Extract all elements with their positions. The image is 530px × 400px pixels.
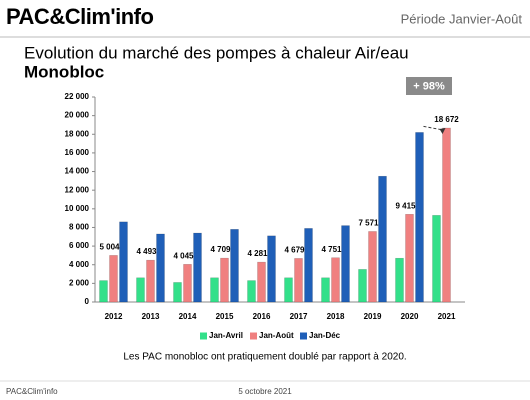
bar bbox=[341, 225, 350, 303]
x-tick-label: 2019 bbox=[364, 312, 382, 321]
bar bbox=[146, 259, 155, 303]
value-label: 4 751 bbox=[321, 245, 342, 254]
legend-swatch bbox=[250, 332, 257, 340]
bar bbox=[220, 257, 229, 303]
period: Période Janvier-Août bbox=[401, 11, 523, 26]
legend-swatch bbox=[300, 332, 307, 340]
y-tick-label: 8 000 bbox=[69, 223, 90, 232]
value-label: 4 709 bbox=[210, 245, 231, 254]
y-tick-label: 10 000 bbox=[65, 204, 90, 213]
y-tick-label: 22 000 bbox=[65, 92, 90, 101]
value-label: 4 493 bbox=[136, 247, 157, 256]
bar bbox=[395, 257, 404, 303]
bar bbox=[368, 231, 377, 303]
legend-label: Jan-Août bbox=[259, 331, 294, 340]
y-tick-label: 6 000 bbox=[69, 241, 90, 250]
bar bbox=[294, 258, 303, 303]
annotation-box bbox=[406, 77, 452, 95]
value-label: 9 415 bbox=[395, 201, 416, 210]
bar bbox=[247, 280, 256, 303]
y-tick-label: 18 000 bbox=[65, 129, 90, 138]
bar bbox=[156, 233, 165, 303]
x-tick-label: 2020 bbox=[401, 312, 419, 321]
y-tick-label: 12 000 bbox=[65, 185, 90, 194]
chart-subtitle: Monobloc bbox=[24, 62, 104, 81]
footer-left: PAC&Clim'info bbox=[6, 387, 58, 396]
legend-label: Jan-Déc bbox=[309, 331, 341, 340]
bar bbox=[257, 261, 266, 303]
value-label: 18 672 bbox=[434, 115, 459, 124]
legend-label: Jan-Avril bbox=[209, 331, 243, 340]
chart-title: Evolution du marché des pompes à chaleur… bbox=[24, 43, 409, 62]
y-tick-label: 16 000 bbox=[65, 148, 90, 157]
bar bbox=[331, 257, 340, 303]
x-tick-label: 2018 bbox=[327, 312, 345, 321]
x-tick-label: 2015 bbox=[216, 312, 234, 321]
bar bbox=[415, 132, 424, 303]
logo: PAC&Clim'info bbox=[6, 4, 153, 29]
value-label: 5 004 bbox=[99, 242, 120, 251]
y-tick-label: 20 000 bbox=[65, 111, 90, 120]
arrow-head bbox=[439, 128, 446, 135]
footer-date: 5 octobre 2021 bbox=[238, 387, 292, 396]
bar bbox=[405, 214, 414, 303]
bar bbox=[183, 264, 192, 303]
y-tick-label: 4 000 bbox=[69, 260, 90, 269]
bar bbox=[304, 228, 313, 303]
x-tick-label: 2017 bbox=[290, 312, 308, 321]
bar bbox=[136, 277, 145, 303]
value-label: 7 571 bbox=[358, 219, 379, 228]
x-tick-label: 2021 bbox=[438, 312, 456, 321]
y-tick-label: 2 000 bbox=[69, 278, 90, 287]
bar bbox=[99, 280, 108, 303]
bar bbox=[267, 235, 276, 303]
caption: Les PAC monobloc ont pratiquement doublé… bbox=[123, 352, 406, 363]
legend-swatch bbox=[200, 332, 207, 340]
bar bbox=[321, 277, 330, 303]
bar bbox=[284, 277, 293, 303]
bar bbox=[378, 175, 387, 303]
bar bbox=[119, 221, 128, 303]
bar bbox=[230, 229, 239, 303]
bar bbox=[193, 232, 202, 303]
y-tick-label: 14 000 bbox=[65, 167, 90, 176]
x-tick-label: 2013 bbox=[142, 312, 160, 321]
bar bbox=[358, 269, 367, 303]
value-label: 4 045 bbox=[173, 251, 194, 260]
bar bbox=[173, 282, 182, 303]
x-tick-label: 2016 bbox=[253, 312, 271, 321]
value-label: 4 281 bbox=[247, 249, 268, 258]
x-tick-label: 2012 bbox=[105, 312, 123, 321]
bar bbox=[210, 277, 219, 303]
value-label: 4 679 bbox=[284, 246, 305, 255]
bar bbox=[442, 127, 451, 303]
bar bbox=[109, 255, 118, 303]
bar bbox=[432, 215, 441, 303]
y-tick-label: 0 bbox=[85, 297, 90, 306]
annotation: + 98% bbox=[413, 80, 445, 92]
x-tick-label: 2014 bbox=[179, 312, 197, 321]
